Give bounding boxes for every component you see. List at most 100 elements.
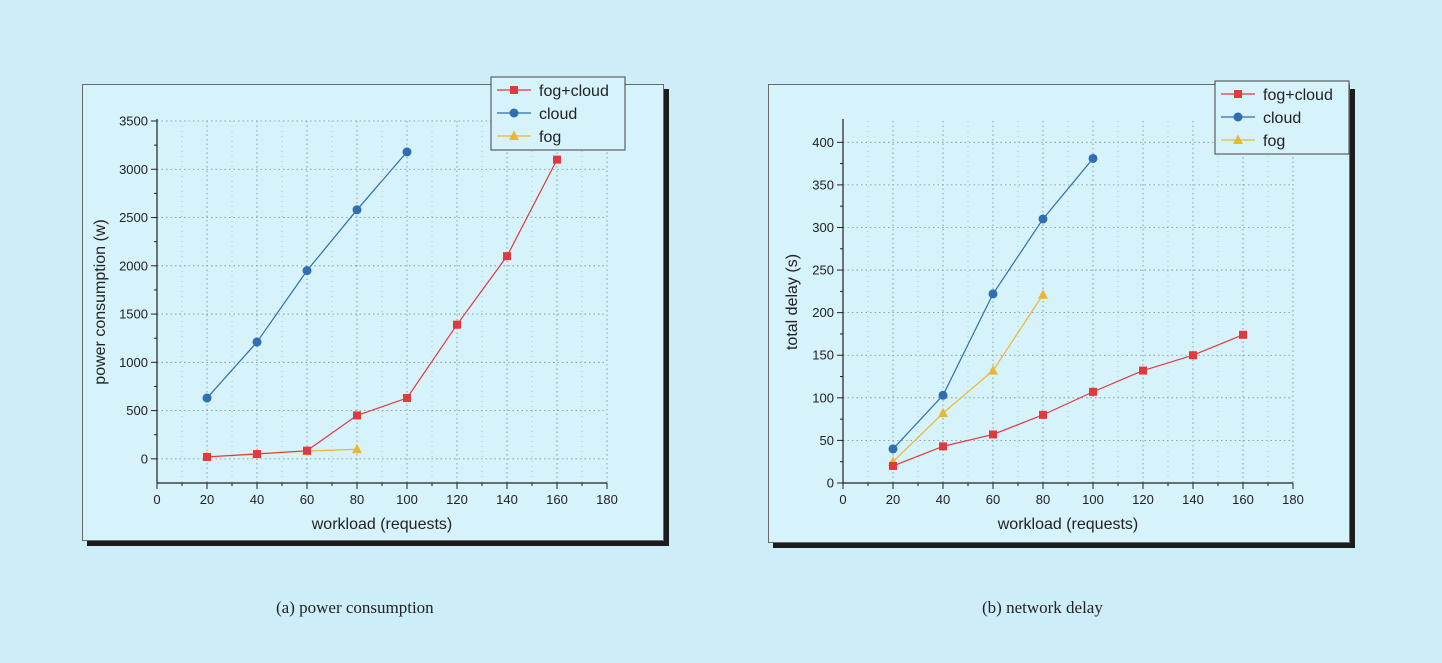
x-tick-label: 140: [496, 492, 518, 507]
legend-label: cloud: [539, 106, 577, 123]
y-tick-label: 2000: [119, 258, 148, 273]
data-point-fog-plus-cloud: [939, 442, 947, 451]
data-point-fog-plus-cloud: [1139, 366, 1147, 375]
y-tick-label: 500: [126, 403, 148, 418]
network-delay-chart: 0 20 40 60 80 100 120 140 160 180 0 50 100 150 200 250 3…: [768, 80, 1350, 543]
legend-item-fog: fog: [1221, 133, 1285, 150]
legend-label: fog: [539, 129, 561, 146]
x-tick-label: 100: [396, 492, 418, 507]
y-tick-label: 2500: [119, 210, 148, 225]
x-tick-label: 120: [1132, 492, 1154, 507]
data-point-cloud: [988, 289, 998, 299]
y-tick-label: 1000: [119, 355, 148, 370]
data-point-fog: [938, 407, 948, 418]
data-point-cloud: [1088, 153, 1098, 163]
data-point-fog-plus-cloud: [989, 430, 997, 439]
data-point-fog-plus-cloud: [1189, 351, 1197, 360]
series-line-fog-plus-cloud: [206, 159, 558, 458]
data-point-fog: [988, 365, 998, 375]
legend-marker: [510, 86, 518, 94]
series-fog: [888, 289, 1048, 466]
x-tick-label: 60: [300, 492, 314, 507]
legend-label: cloud: [1263, 110, 1301, 127]
legend-marker: [509, 108, 519, 118]
data-point-fog: [352, 443, 362, 454]
data-point-cloud: [888, 444, 898, 454]
series-line-fog: [892, 294, 1044, 463]
x-tick-label: 100: [1082, 492, 1104, 507]
caption-power-consumption: (a) power consumption: [276, 598, 434, 617]
data-point-cloud: [352, 205, 362, 215]
y-tick-label: 100: [812, 390, 834, 405]
x-tick-label: 80: [350, 492, 364, 507]
x-tick-label: 140: [1182, 492, 1204, 507]
data-point-fog-plus-cloud: [253, 450, 261, 459]
x-tick-label: 40: [936, 492, 950, 507]
legend-marker: [509, 130, 519, 140]
x-axis-label: workload (requests): [997, 516, 1139, 533]
legend-item-cloud: cloud: [1221, 110, 1301, 127]
legend-label: fog: [1263, 133, 1285, 150]
x-axis-label: workload (requests): [311, 516, 453, 533]
x-tick-label: 180: [1282, 492, 1304, 507]
legend-item-fog-plus-cloud: fog+cloud: [497, 83, 609, 100]
x-tick-label: 0: [153, 492, 160, 507]
legend-marker: [1233, 112, 1243, 122]
data-point-cloud: [1038, 214, 1048, 224]
y-tick-label: 3500: [119, 114, 148, 129]
y-tick-label: 300: [812, 220, 834, 235]
y-tick-label: 250: [812, 263, 834, 278]
series-fog-plus-cloud: [889, 330, 1247, 470]
y-tick-label: 50: [820, 433, 834, 448]
y-tick-label: 350: [812, 177, 834, 192]
series-fog-plus-cloud: [203, 155, 561, 461]
data-point-fog-plus-cloud: [889, 461, 897, 470]
data-point-cloud: [302, 266, 312, 276]
legend-marker: [1233, 134, 1243, 144]
data-point-fog-plus-cloud: [353, 411, 361, 420]
data-point-fog-plus-cloud: [203, 452, 211, 461]
data-point-fog-plus-cloud: [1089, 387, 1097, 396]
y-tick-label: 3000: [119, 162, 148, 177]
data-point-cloud: [402, 147, 412, 157]
data-point-fog-plus-cloud: [1239, 330, 1247, 339]
power-consumption-plot: 0 20 40 60 80 100 120 140 160 180 0 500 1000 1500 2000…: [92, 76, 626, 533]
data-point-fog-plus-cloud: [503, 252, 511, 261]
legend: fog+cloud cloud fog: [1214, 80, 1350, 155]
legend-item-cloud: cloud: [497, 106, 577, 123]
legend-item-fog: fog: [497, 129, 561, 146]
x-tick-label: 0: [839, 492, 846, 507]
x-tick-label: 20: [200, 492, 214, 507]
x-tick-label: 80: [1036, 492, 1050, 507]
legend-label: fog+cloud: [1263, 87, 1333, 104]
y-tick-label: 150: [812, 348, 834, 363]
series-cloud: [202, 147, 412, 403]
y-axis-label: total delay (s): [784, 254, 801, 350]
y-axis-label: power consumption (w): [92, 219, 109, 384]
y-tick-label: 1500: [119, 307, 148, 322]
data-point-cloud: [938, 390, 948, 400]
legend-marker: [1234, 90, 1242, 98]
caption-network-delay: (b) network delay: [982, 598, 1103, 617]
data-point-cloud: [202, 393, 212, 403]
data-point-fog-plus-cloud: [1039, 410, 1047, 419]
x-tick-label: 180: [596, 492, 618, 507]
power-consumption-chart: 0 20 40 60 80 100 120 140 160 180 0 500 1000 1500 2000…: [82, 76, 664, 541]
x-tick-label: 160: [1232, 492, 1254, 507]
series-cloud: [888, 153, 1098, 454]
x-tick-label: 120: [446, 492, 468, 507]
x-tick-label: 160: [546, 492, 568, 507]
legend: fog+cloud cloud fog: [490, 76, 626, 151]
data-point-fog-plus-cloud: [403, 394, 411, 403]
x-tick-label: 60: [986, 492, 1000, 507]
legend-item-fog-plus-cloud: fog+cloud: [1221, 87, 1333, 104]
y-tick-label: 0: [141, 451, 148, 466]
y-tick-label: 0: [827, 476, 834, 491]
data-point-fog: [1038, 289, 1048, 299]
y-tick-label: 200: [812, 305, 834, 320]
data-point-cloud: [252, 337, 262, 347]
data-point-fog-plus-cloud: [553, 155, 561, 164]
network-delay-plot: 0 20 40 60 80 100 120 140 160 180 0 50 100 150 200 250 3…: [784, 80, 1350, 533]
data-point-fog-plus-cloud: [303, 446, 311, 455]
legend-label: fog+cloud: [539, 83, 609, 100]
